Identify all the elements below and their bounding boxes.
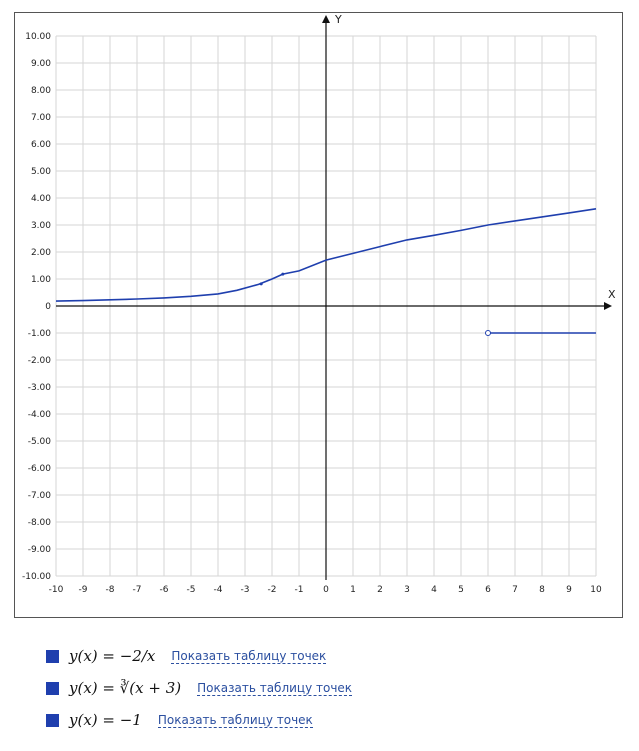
x-tick-label: 0 — [323, 585, 329, 595]
y-tick-label: -9.00 — [28, 545, 52, 555]
y-tick-label: 7.00 — [31, 113, 51, 123]
x-tick-label: 6 — [485, 585, 491, 595]
open-endpoint-marker — [485, 330, 491, 336]
chart-frame: X Y -10 -9 -8 -7 -6 -5 -4 -3 -2 -1 0 1 2 3 4 5 6 7 8 9 10 10.00… — [14, 12, 623, 618]
formula-2: y(x) = ∛(x + 3) — [69, 679, 182, 697]
x-tick-label: -10 — [49, 585, 64, 595]
legend-row: y(x) = −2/x Показать таблицу точек — [46, 640, 352, 672]
y-tick-label: 1.00 — [31, 275, 51, 285]
y-tick-label: -5.00 — [28, 437, 52, 447]
formula-3: y(x) = −1 — [69, 711, 142, 729]
y-tick-label: -7.00 — [28, 491, 52, 501]
y-tick-label: 3.00 — [31, 221, 51, 231]
curve-point-marker — [259, 282, 263, 286]
y-tick-label: 10.00 — [25, 32, 51, 42]
series-swatch — [46, 649, 59, 663]
y-tick-label: 4.00 — [31, 194, 51, 204]
x-tick-label: -3 — [241, 585, 250, 595]
x-tick-label: -4 — [214, 585, 223, 595]
x-tick-label: 4 — [431, 585, 437, 595]
x-tick-label: 10 — [590, 585, 602, 595]
show-table-link-3[interactable]: Показать таблицу точек — [157, 712, 313, 728]
y-tick-label: 2.00 — [31, 248, 51, 258]
x-tick-label: 3 — [404, 585, 410, 595]
show-table-link-2[interactable]: Показать таблицу точек — [197, 680, 353, 696]
x-tick-label: 2 — [377, 585, 383, 595]
legend-row: y(x) = ∛(x + 3) Показать таблицу точек — [46, 672, 353, 704]
y-tick-label: 9.00 — [31, 59, 51, 69]
legend-row: y(x) = −1 Показать таблицу точек — [46, 704, 352, 736]
x-axis-arrow — [604, 302, 612, 310]
y-axis-arrow — [322, 15, 330, 23]
legend: y(x) = −2/x Показать таблицу точек y(x) … — [46, 640, 353, 736]
y-tick-label: -4.00 — [28, 410, 52, 420]
series-line-2 — [55, 208, 597, 302]
curve-point-marker — [281, 272, 285, 276]
x-tick-label: -8 — [106, 585, 115, 595]
y-tick-label: -3.00 — [28, 383, 52, 393]
y-tick-label: 8.00 — [31, 86, 51, 96]
series-swatch — [46, 713, 59, 727]
x-tick-label: 7 — [512, 585, 518, 595]
x-tick-label: -1 — [295, 585, 304, 595]
x-tick-label: -9 — [79, 585, 88, 595]
x-tick-label: 9 — [566, 585, 572, 595]
x-tick-label: -5 — [187, 585, 196, 595]
y-tick-label: -2.00 — [28, 356, 52, 366]
show-table-link-1[interactable]: Показать таблицу точек — [171, 648, 327, 664]
y-tick-label: -10.00 — [22, 572, 51, 582]
y-tick-label: -6.00 — [28, 464, 52, 474]
x-axis-label: X — [608, 288, 616, 301]
x-tick-label: 8 — [539, 585, 545, 595]
y-tick-label: 0 — [45, 302, 51, 312]
x-tick-label: -7 — [133, 585, 142, 595]
chart-plot: XY-10 -9 -8 -7 -6 -5 -4 -3 -2 -1 0 1 2 3 4 5 6 7 8 9 1010.00… — [22, 13, 616, 595]
x-tick-label: 1 — [350, 585, 356, 595]
formula-1: y(x) = −2/x — [69, 647, 156, 665]
y-tick-label: -8.00 — [28, 518, 52, 528]
y-tick-label: 6.00 — [31, 140, 51, 150]
x-tick-label: -6 — [160, 585, 169, 595]
series-swatch — [46, 681, 59, 695]
y-tick-label: -1.00 — [28, 329, 52, 339]
x-tick-label: 5 — [458, 585, 464, 595]
y-axis-label: Y — [334, 13, 342, 26]
y-tick-label: 5.00 — [31, 167, 51, 177]
x-tick-label: -2 — [268, 585, 277, 595]
